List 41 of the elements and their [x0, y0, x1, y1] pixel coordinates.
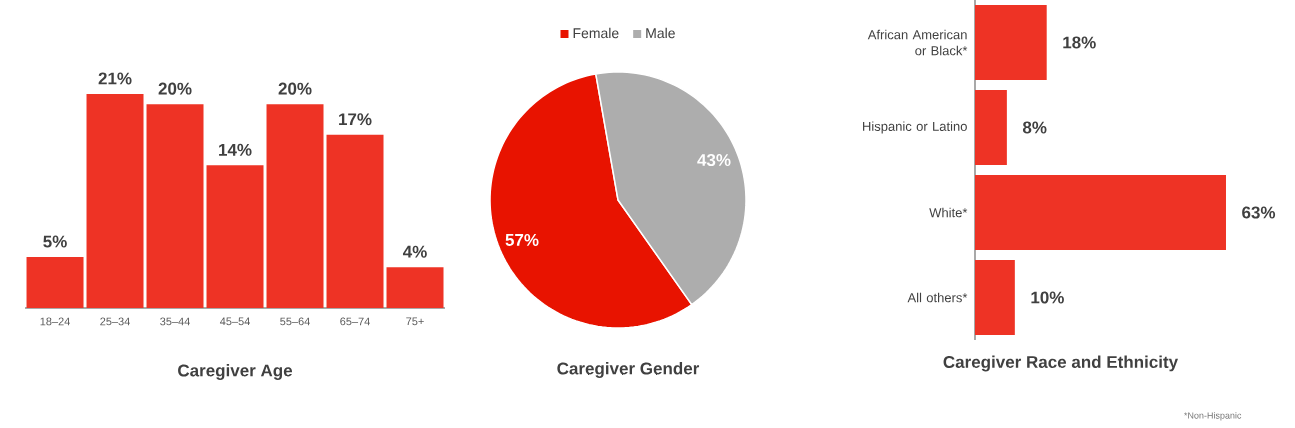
data-label: 4% [402, 245, 427, 258]
text: Caregiver Age [178, 364, 293, 380]
bar [975, 259, 1015, 335]
data-label: 21% [98, 72, 132, 85]
data-label: 43% [697, 153, 731, 167]
bar [266, 104, 324, 308]
data-label: 5% [43, 235, 67, 248]
data-label: 17% [339, 113, 372, 126]
x-tick-label: 25–34 [100, 317, 130, 326]
bar [326, 134, 384, 308]
bar [975, 5, 1047, 80]
bar [975, 90, 1007, 165]
data-label: 57% [505, 233, 539, 246]
data-label: 14% [219, 143, 252, 156]
x-tick-label: 45–54 [219, 317, 250, 326]
data-label: 8% [1022, 121, 1047, 134]
data-label: 20% [158, 82, 192, 95]
data-label: 10% [1031, 291, 1064, 304]
y-tick-label: African American or Black* [867, 29, 968, 56]
x-tick-label: 55–64 [280, 317, 310, 326]
x-tick-label: 75+ [406, 317, 424, 326]
text: Caregiver Race and Ethnicity [943, 355, 1179, 372]
data-label: 20% [278, 82, 312, 95]
bar [206, 165, 264, 308]
y-tick-label: Hispanic or Latino [863, 121, 967, 134]
x-tick-label: 35–44 [160, 317, 190, 326]
data-label: 63% [1242, 206, 1276, 219]
legend-label: Male [646, 27, 675, 39]
legend-label: Female [573, 27, 619, 39]
data-label: 18% [1063, 36, 1096, 49]
x-tick-label: 18–24 [40, 317, 70, 326]
text: Caregiver Gender [557, 362, 700, 378]
bar [26, 257, 84, 308]
bar [146, 104, 204, 308]
y-tick-label: White* [929, 207, 968, 218]
bar [975, 175, 1226, 250]
x-tick-label: 65–74 [340, 317, 370, 326]
text: *Non-Hispanic [1184, 412, 1242, 421]
bar [86, 93, 144, 308]
bar [386, 267, 444, 308]
y-tick-label: All others* [907, 292, 968, 303]
